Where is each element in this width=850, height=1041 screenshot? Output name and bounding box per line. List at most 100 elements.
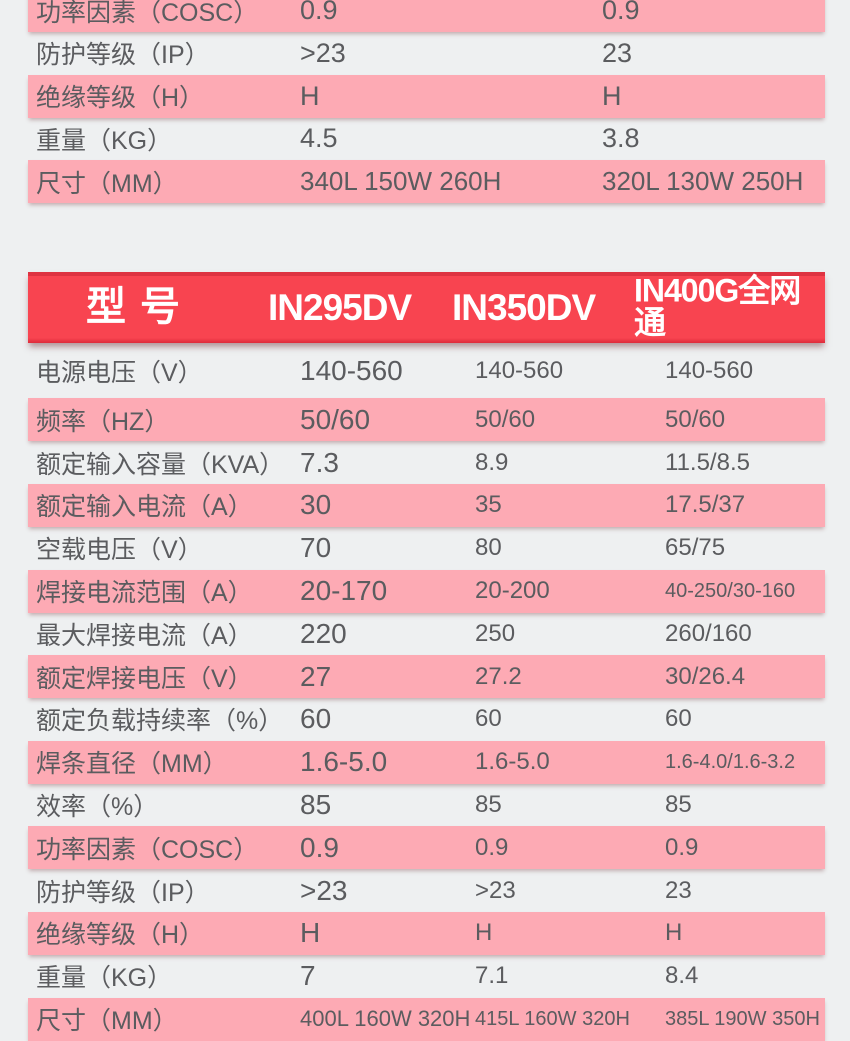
- model-header-row: 型号 IN295DV IN350DV IN400G全网通: [28, 272, 825, 343]
- spec-value: 8.4: [665, 962, 699, 990]
- spec-value: 1.6-5.0: [300, 746, 388, 778]
- spec-row: 功率因素（COSC） 0.9 0.9 0.9: [28, 826, 825, 870]
- spec-row: 额定负载持续率（%） 60 60 60: [28, 698, 825, 741]
- spec-value: 27: [300, 660, 332, 692]
- spec-value: 140-560: [475, 356, 564, 384]
- spec-row: 效率（%） 85 85 85: [28, 784, 825, 827]
- spec-label: 绝缘等级（H）: [36, 921, 205, 950]
- spec-value: 70: [300, 532, 332, 564]
- spec-value: H: [475, 919, 493, 947]
- spec-row: 重量（KG） 7 7.1 8.4: [28, 955, 825, 998]
- spec-label: 焊条直径（MM）: [36, 750, 228, 779]
- spec-value: 340L 150W 260H: [300, 166, 502, 197]
- spec-label: 重量（KG）: [36, 126, 173, 155]
- spec-label: 电源电压（V）: [36, 358, 203, 387]
- spec-row: 防护等级（IP） >23 23: [28, 32, 825, 75]
- spec-row: 尺寸（MM） 400L 160W 320H 415L 160W 320H 385L 1…: [28, 997, 825, 1041]
- spec-row: 电源电压（V） 140-560 140-560 140-560: [28, 343, 825, 398]
- spec-value: 3.8: [602, 123, 640, 154]
- spec-label: 额定负载持续率（%）: [36, 707, 284, 736]
- spec-value: 20-200: [475, 577, 550, 605]
- spec-value: 60: [300, 703, 332, 735]
- spec-value: 4.5: [300, 123, 338, 154]
- model-name-in350dv: IN350DV: [452, 286, 596, 328]
- spec-row: 焊条直径（MM） 1.6-5.0 1.6-5.0 1.6-4.0/1.6-3.2: [28, 740, 825, 784]
- spec-row: 防护等级（IP） >23 >23 23: [28, 869, 825, 912]
- spec-row: 额定焊接电压（V） 27 27.2 30/26.4: [28, 655, 825, 699]
- spec-label: 额定输入容量（KVA）: [36, 450, 285, 479]
- spec-value: >23: [300, 874, 348, 906]
- model-header-title: 型号: [86, 284, 194, 329]
- spec-row: 功率因素（COSC） 0.9 0.9: [28, 0, 825, 32]
- spec-value: 85: [475, 791, 502, 819]
- spec-value: >23: [475, 876, 516, 904]
- spec-value: 385L 190W 350H: [665, 1007, 820, 1030]
- spec-value: 1.6-5.0: [475, 748, 550, 776]
- spec-row: 焊接电流范围（A） 20-170 20-200 40-250/30-160: [28, 569, 825, 613]
- spec-value: 60: [475, 705, 502, 733]
- spec-label: 防护等级（IP）: [36, 41, 210, 70]
- spec-value: 65/75: [665, 534, 726, 562]
- spec-value: 250: [475, 619, 516, 647]
- spec-value: 140-560: [665, 356, 754, 384]
- spec-value: 8.9: [475, 448, 509, 476]
- spec-label: 空载电压（V）: [36, 536, 203, 565]
- spec-value: 60: [665, 705, 692, 733]
- spec-label: 额定输入电流（A）: [36, 493, 253, 522]
- spec-label: 尺寸（MM）: [36, 169, 178, 198]
- spec-value: 7: [300, 960, 316, 992]
- spec-value: 30: [300, 489, 332, 521]
- spec-value: H: [602, 80, 622, 111]
- spec-label: 功率因素（COSC）: [36, 835, 259, 864]
- spec-value: 220: [300, 617, 347, 649]
- spec-value: 20-170: [300, 575, 388, 607]
- spec-value: 0.9: [475, 833, 509, 861]
- spec-row: 绝缘等级（H） H H: [28, 74, 825, 118]
- spec-value: 50/60: [300, 403, 371, 435]
- spec-label: 功率因素（COSC）: [36, 0, 259, 27]
- spec-value: 40-250/30-160: [665, 579, 796, 602]
- spec-row: 额定输入容量（KVA） 7.3 8.9 11.5/8.5: [28, 441, 825, 484]
- spec-row: 额定输入电流（A） 30 35 17.5/37: [28, 483, 825, 527]
- spec-label: 绝缘等级（H）: [36, 84, 205, 113]
- spec-row: 频率（HZ） 50/60 50/60 50/60: [28, 398, 825, 442]
- spec-value: 140-560: [300, 354, 403, 386]
- spec-value: 0.9: [300, 0, 338, 25]
- spec-table-top: 功率因素（COSC） 0.9 0.9 防护等级（IP） >23 23 绝缘等级（H） H H 重量…: [28, 0, 825, 204]
- spec-value: H: [300, 917, 321, 949]
- spec-label: 效率（%）: [36, 793, 159, 822]
- spec-value: 35: [475, 491, 502, 519]
- spec-row: 最大焊接电流（A） 220 250 260/160: [28, 613, 825, 656]
- spec-value: 7.1: [475, 962, 509, 990]
- model-name-in400g: IN400G全网通: [634, 272, 801, 341]
- spec-label: 焊接电流范围（A）: [36, 579, 253, 608]
- spec-label: 额定焊接电压（V）: [36, 664, 253, 693]
- spec-row: 空载电压（V） 70 80 65/75: [28, 527, 825, 570]
- spec-value: 17.5/37: [665, 491, 746, 519]
- spec-row: 尺寸（MM） 340L 150W 260H 320L 130W 250H: [28, 160, 825, 204]
- spec-value: 30/26.4: [665, 662, 746, 690]
- spec-value: 400L 160W 320H: [300, 1006, 471, 1032]
- spec-value: 11.5/8.5: [665, 448, 750, 476]
- spec-value: 85: [665, 791, 692, 819]
- spec-value: 23: [602, 37, 633, 68]
- spec-value: >23: [300, 37, 346, 68]
- spec-value: 1.6-4.0/1.6-3.2: [665, 750, 796, 773]
- spec-value: 85: [300, 789, 332, 821]
- spec-value: 0.9: [602, 0, 640, 25]
- spec-value: 0.9: [300, 831, 339, 863]
- spec-row: 重量（KG） 4.5 3.8: [28, 118, 825, 161]
- spec-label: 最大焊接电流（A）: [36, 621, 253, 650]
- spec-value: 27.2: [475, 662, 522, 690]
- spec-value: 50/60: [665, 405, 726, 433]
- spec-value: 260/160: [665, 619, 752, 647]
- spec-value: H: [665, 919, 683, 947]
- spec-value: 320L 130W 250H: [602, 166, 804, 197]
- spec-row: 绝缘等级（H） H H H: [28, 911, 825, 955]
- spec-label: 重量（KG）: [36, 964, 173, 993]
- spec-label: 尺寸（MM）: [36, 1007, 178, 1036]
- spec-table-main: 电源电压（V） 140-560 140-560 140-560 频率（HZ） 50/60 5…: [28, 343, 825, 1041]
- spec-value: 0.9: [665, 833, 699, 861]
- spec-value: 50/60: [475, 405, 536, 433]
- spec-value: 7.3: [300, 446, 339, 478]
